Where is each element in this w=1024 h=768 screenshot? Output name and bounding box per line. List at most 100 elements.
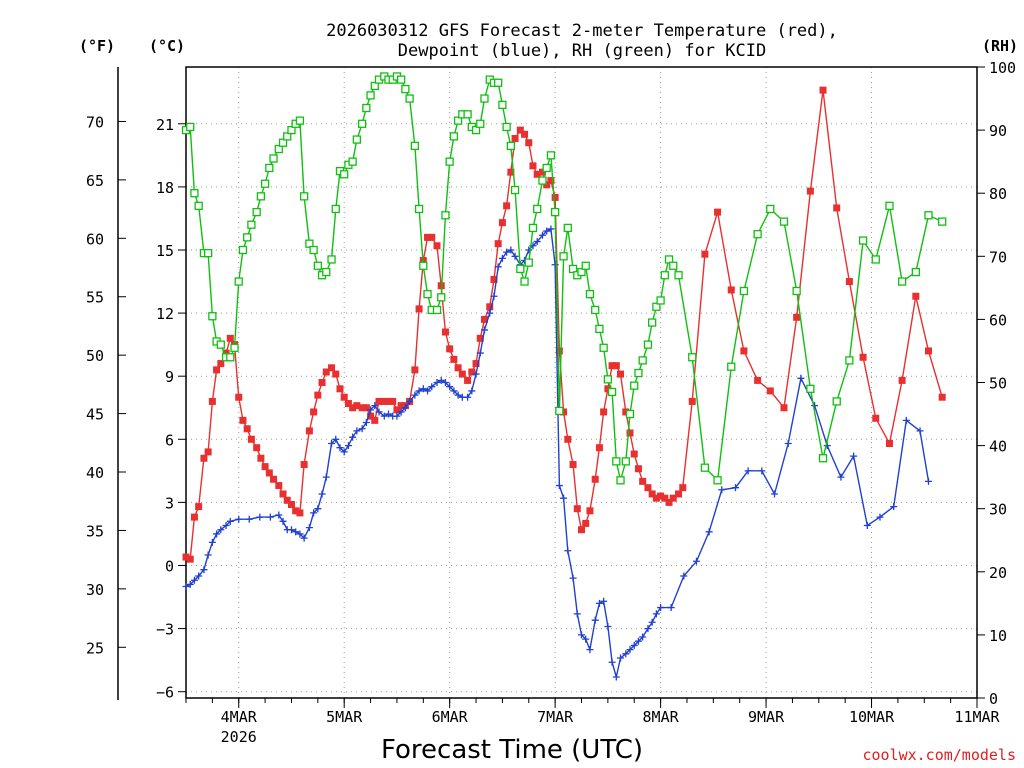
temperature-point: [349, 404, 357, 412]
dewpoint-point: [340, 448, 348, 456]
temperature-point: [644, 484, 652, 492]
rh-point: [437, 293, 446, 302]
rh-point: [546, 151, 556, 160]
dewpoint-point: [393, 412, 401, 420]
temperature-point: [305, 427, 313, 435]
rh-point: [269, 154, 278, 163]
chart-subtitle: Dewpoint (blue), RH (green) for KCID: [398, 41, 766, 61]
dewpoint-point: [547, 225, 555, 233]
dewpoint-point: [578, 631, 585, 639]
x-tick-label: 10MAR: [849, 708, 895, 726]
rh-point: [713, 476, 722, 485]
rh-point: [643, 340, 653, 349]
dewpoint-point: [644, 625, 652, 633]
temperature-point: [208, 397, 216, 405]
dewpoint-point: [924, 477, 932, 485]
temperature-point: [213, 366, 221, 374]
dewpoint-point: [275, 511, 283, 519]
temperature-point: [380, 397, 388, 405]
rh-point: [362, 103, 371, 113]
dewpoint-point: [876, 513, 884, 521]
temperature-point: [608, 362, 616, 370]
rh-point: [295, 116, 305, 125]
temperature-point: [367, 412, 375, 420]
temperature-point: [375, 397, 383, 405]
rh-point: [256, 192, 266, 201]
dewpoint-point: [208, 538, 216, 546]
dewpoint-point: [217, 526, 225, 534]
dewpoint-point: [744, 467, 752, 475]
rh-point: [603, 375, 613, 384]
temperature-point: [300, 461, 308, 469]
dewpoint-point: [595, 599, 603, 607]
dewpoint-point: [380, 412, 388, 420]
dewpoint-point: [287, 526, 295, 534]
temperature-point: [358, 404, 366, 412]
rh-point: [568, 264, 578, 274]
rh-point: [299, 192, 309, 201]
fahrenheit-tick-label: 65: [86, 172, 104, 190]
dewpoint-point: [437, 376, 445, 384]
temperature-point: [538, 168, 546, 176]
temperature-point: [340, 393, 348, 401]
temperature-point: [924, 347, 932, 355]
dewpoint-point: [332, 435, 340, 443]
dewpoint-point: [322, 473, 330, 481]
dewpoint-point: [837, 473, 845, 481]
dewpoint-point: [890, 503, 898, 511]
temperature-point: [384, 397, 392, 405]
dewpoint-point: [916, 427, 924, 435]
temperature-point: [261, 463, 269, 471]
dewpoint-point: [503, 248, 511, 256]
rh-point: [779, 217, 789, 226]
dewpoint-point: [362, 418, 370, 426]
rh-point: [260, 179, 270, 188]
fahrenheit-tick-label: 70: [86, 113, 104, 131]
dewpoint-point: [213, 530, 221, 538]
dewpoint-point: [384, 410, 392, 418]
rh-point: [753, 230, 762, 239]
dewpoint-point: [292, 528, 300, 536]
rh-point: [506, 141, 515, 151]
dewpoint-point: [498, 254, 506, 262]
celsius-tick-label: −6: [156, 684, 174, 702]
rh-point: [226, 353, 235, 362]
dewpoint-point: [604, 622, 612, 630]
temperature-point: [591, 475, 599, 483]
dewpoint-point: [226, 517, 234, 525]
credit-link[interactable]: coolwx.com/models: [862, 746, 1016, 764]
dewpoint-point: [564, 547, 572, 555]
celsius-tick-label: 15: [156, 242, 174, 260]
rh-point: [265, 163, 274, 173]
dewpoint-point: [525, 246, 533, 254]
dewpoint-point: [591, 616, 599, 624]
dewpoint-point: [454, 391, 462, 399]
fahrenheit-tick-label: 30: [86, 581, 104, 599]
rh-point: [208, 312, 217, 321]
rh-point: [471, 125, 481, 135]
dewpoint-point: [705, 528, 713, 536]
dewpoint-point: [235, 515, 243, 523]
dewpoint-point: [657, 604, 665, 612]
temperature-point: [476, 334, 484, 342]
temperature-point: [533, 170, 541, 178]
temperature-point: [600, 408, 608, 416]
rh-point: [599, 343, 608, 352]
x-tick-label: 9MAR: [748, 708, 785, 726]
temperature-point: [322, 368, 330, 376]
temperature-point: [310, 408, 318, 416]
dewpoint-point: [358, 425, 366, 433]
temperature-point: [468, 368, 476, 376]
rh-point: [453, 116, 463, 125]
dewpoint-point: [419, 385, 427, 393]
temperature-point: [898, 376, 906, 384]
temperature-point: [819, 86, 827, 94]
temperature-point: [740, 347, 748, 355]
rh-point: [533, 204, 542, 214]
temperature-point: [494, 240, 502, 248]
temperature-point: [200, 454, 208, 462]
temperature-point: [714, 208, 722, 216]
temperature-point: [622, 408, 630, 416]
rh-point: [410, 141, 420, 151]
